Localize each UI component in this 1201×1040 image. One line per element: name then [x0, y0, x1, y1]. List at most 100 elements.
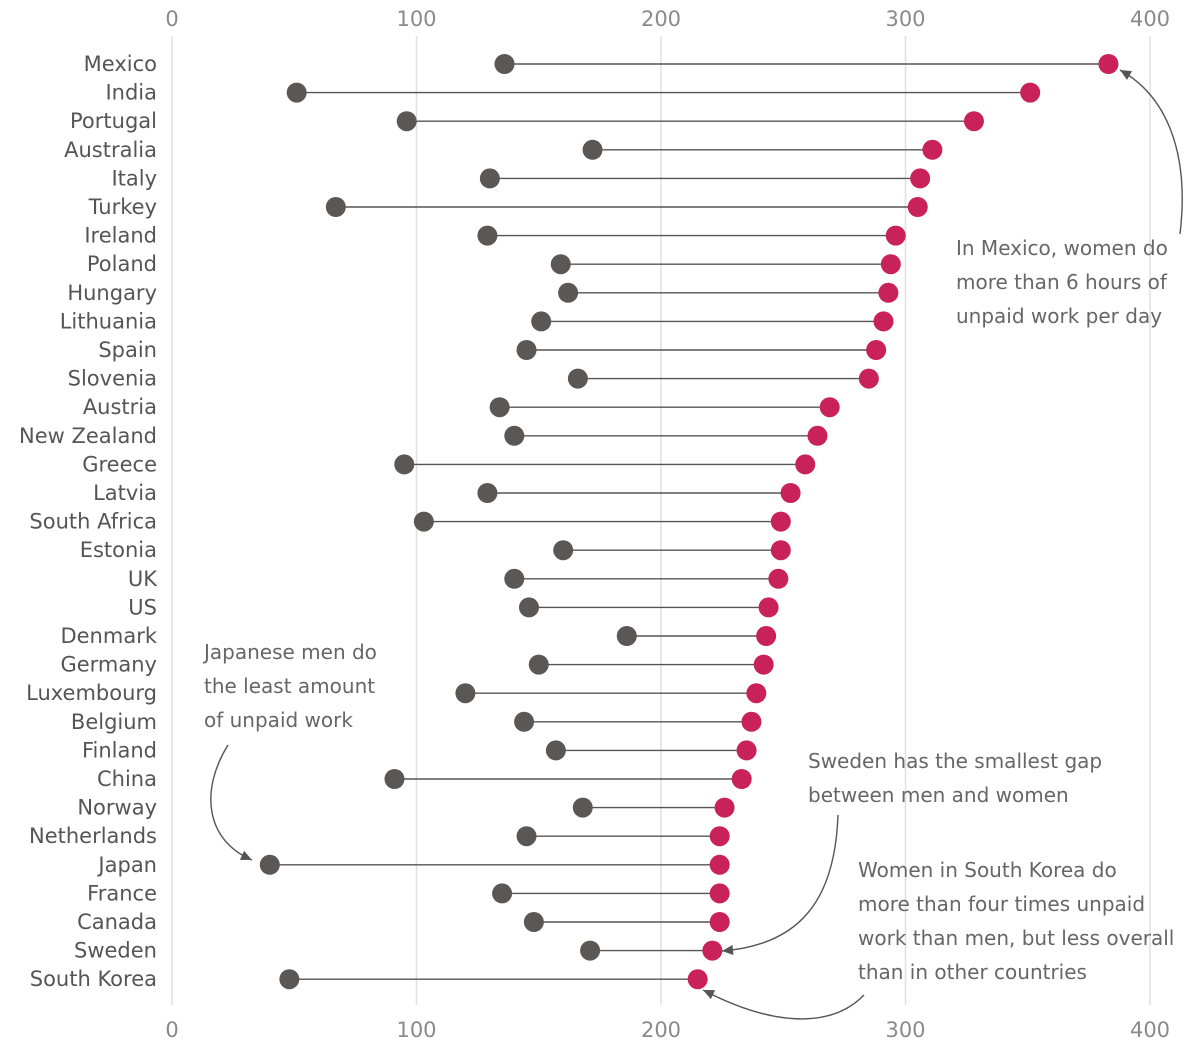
category-label: Italy — [111, 166, 157, 190]
women-dot — [736, 740, 757, 761]
women-dot — [885, 225, 906, 246]
tick-label-top: 300 — [885, 7, 925, 31]
annotation-mexico-line: In Mexico, women do — [956, 236, 1168, 260]
women-dot — [858, 368, 879, 389]
men-dot — [286, 82, 307, 103]
women-dot — [709, 883, 730, 904]
women-dot — [741, 711, 762, 732]
tick-label-bottom: 300 — [885, 1018, 925, 1040]
category-label: Turkey — [88, 195, 157, 219]
men-dot — [504, 425, 525, 446]
sweden-arrow — [721, 814, 839, 952]
women-dot — [819, 397, 840, 418]
women-dot — [878, 282, 899, 303]
men-dot — [516, 826, 537, 847]
tick-label-bottom: 0 — [165, 1018, 178, 1040]
women-dot — [1020, 82, 1041, 103]
category-label: Portugal — [70, 109, 157, 133]
category-label: China — [97, 767, 157, 791]
korea-arrow — [702, 989, 865, 1020]
gridlines — [171, 36, 1151, 1005]
annotation-korea-line: Women in South Korea do — [858, 858, 1117, 882]
annotation-mexico-line: unpaid work per day — [956, 304, 1162, 328]
men-dot — [567, 368, 588, 389]
category-label: Spain — [98, 338, 157, 362]
men-dot — [396, 111, 417, 132]
women-dot — [770, 540, 791, 561]
men-dot — [477, 225, 498, 246]
tick-label-top: 100 — [396, 7, 436, 31]
category-label: UK — [128, 567, 158, 591]
category-label: Hungary — [67, 281, 157, 305]
category-label: Australia — [64, 138, 157, 162]
tick-label-bottom: 400 — [1130, 1018, 1170, 1040]
japan-arrow — [210, 744, 253, 861]
category-label: Poland — [87, 252, 157, 276]
men-dot — [394, 454, 415, 475]
women-dot — [702, 940, 723, 961]
men-dot — [558, 282, 579, 303]
category-label: Finland — [82, 738, 157, 762]
women-dot — [758, 597, 779, 618]
men-dot — [455, 683, 476, 704]
category-label: US — [128, 595, 157, 619]
women-dot — [795, 454, 816, 475]
men-dot — [531, 311, 552, 332]
women-dot — [709, 912, 730, 932]
women-dot — [807, 425, 828, 446]
women-dot — [910, 168, 931, 189]
men-dot — [494, 54, 515, 74]
mexico-arrow — [1119, 69, 1183, 235]
women-dot — [907, 197, 928, 217]
men-dot — [489, 397, 510, 418]
men-dot — [553, 540, 574, 561]
men-dot — [514, 711, 535, 732]
category-label: Norway — [77, 796, 157, 820]
category-label: Belgium — [71, 710, 157, 734]
category-label: Netherlands — [29, 824, 157, 848]
category-label: Slovenia — [68, 367, 157, 391]
men-dot — [384, 769, 405, 789]
category-label: India — [105, 81, 157, 105]
category-label: Canada — [77, 910, 157, 934]
annotation-mexico-line: more than 6 hours of — [956, 270, 1168, 294]
women-dot — [866, 340, 887, 360]
women-dot — [731, 769, 752, 789]
women-dot — [770, 511, 791, 532]
men-dot — [325, 197, 346, 217]
women-dot — [768, 568, 789, 589]
women-dot — [780, 483, 801, 503]
men-dot — [477, 483, 498, 503]
annotations: In Mexico, women do more than 6 hours of u… — [202, 69, 1183, 1020]
category-label: Germany — [60, 653, 157, 677]
annotation-japan-line: of unpaid work — [204, 708, 353, 732]
category-label: Greece — [82, 452, 157, 476]
women-dot — [963, 111, 984, 132]
women-dot — [753, 654, 774, 675]
category-label: France — [87, 881, 157, 905]
men-dot — [479, 168, 500, 189]
category-label: Estonia — [80, 538, 157, 562]
tick-label-bottom: 100 — [396, 1018, 436, 1040]
women-dot — [714, 797, 735, 818]
category-label: Ireland — [84, 224, 157, 248]
korea-arrow-head — [703, 990, 716, 1000]
men-dot — [413, 511, 434, 532]
tick-label-bottom: 200 — [641, 1018, 681, 1040]
tick-label-top: 0 — [165, 7, 178, 31]
country-rows: Mexico India Portugal Australia Italy Turkey I… — [19, 52, 1119, 991]
category-label: Latvia — [93, 481, 157, 505]
men-dot — [523, 912, 544, 932]
men-dot — [545, 740, 566, 761]
category-label: South Africa — [29, 510, 157, 534]
bottom-axis-ticks: 0 100 200 300 400 — [165, 1018, 1170, 1040]
men-dot — [259, 854, 280, 875]
category-label: Austria — [83, 395, 157, 419]
category-label: Sweden — [74, 939, 157, 963]
women-dot — [709, 854, 730, 875]
category-label: Lithuania — [60, 309, 157, 333]
category-label: South Korea — [30, 967, 157, 991]
mexico-arrow-head — [1120, 70, 1133, 80]
annotation-japan-line: the least amount — [204, 674, 375, 698]
